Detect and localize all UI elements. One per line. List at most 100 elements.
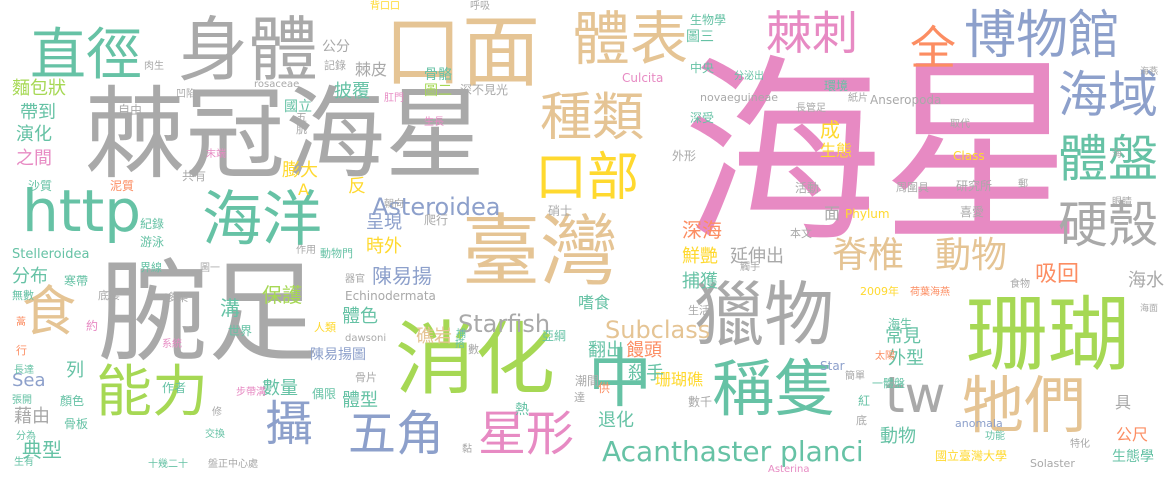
word-cheng: 成: [820, 120, 840, 140]
word-zuozhe: 作者: [162, 382, 186, 394]
word-lie: 列: [66, 362, 84, 380]
word-nengli: 能力: [96, 365, 208, 421]
word-ji: 肌: [296, 124, 307, 135]
word-novaeguineae: novaeguineae: [700, 92, 778, 103]
word-daidao: 帶到: [20, 104, 56, 122]
word-shenbujianguang: 深不見光: [460, 84, 508, 96]
word-hai: 海: [1112, 150, 1122, 160]
word-shengtaixue: 生態學: [1112, 450, 1154, 464]
word-shishi: 嗜食: [578, 295, 610, 311]
word-wu: 五: [296, 112, 307, 123]
word-she: 攝: [265, 400, 313, 448]
word-chengxian: 呈現: [366, 214, 402, 232]
word-jiaohuan: 交換: [205, 430, 225, 440]
word-fan: 反: [348, 178, 366, 196]
word-moduan: 末端: [206, 150, 226, 160]
word-nizhi: 泥質: [110, 180, 134, 192]
word-shengzhang: 生長: [424, 118, 444, 128]
word-duoyang: 多樂: [166, 292, 188, 303]
word-yitipan: 一體盤: [872, 378, 905, 389]
word-shiwu: 食物: [1010, 280, 1030, 290]
word-yanjing: 眼睛: [1112, 198, 1132, 208]
word-chenyiyang: 陳易揚: [372, 266, 432, 286]
word-shanhu: 珊瑚: [966, 295, 1130, 377]
word-rousheng: 肉生: [144, 62, 164, 72]
word-chaoxiang: 朝向: [384, 200, 404, 210]
word-youyong: 游泳: [140, 236, 164, 248]
word-dongwu: 動物: [935, 238, 1007, 274]
word-shenshou: 深受: [690, 112, 714, 124]
word-changda: 長達: [14, 366, 34, 376]
word-tuihua: 退化: [598, 412, 634, 430]
word-wanzu: 腕足: [98, 258, 318, 368]
word-tehua: 特化: [1070, 440, 1090, 450]
word-yingke: 硬殼: [1058, 200, 1158, 250]
word-chenyiyangtu: 陳易揚圖: [310, 348, 366, 362]
word-gangmen: 肛門: [384, 94, 404, 104]
word-haimian: 海面: [1140, 305, 1158, 314]
word-huxi: 呼吸: [470, 2, 490, 12]
word-jizhui: 脊椎: [832, 238, 904, 274]
word-gou: 溝: [220, 298, 240, 318]
word-di: 底: [856, 415, 867, 426]
word-yue: 約: [86, 320, 98, 332]
word-asterina: Asterina: [768, 465, 809, 475]
word-xiai: 喜愛: [960, 206, 984, 218]
word-pifu: 披覆: [334, 83, 370, 101]
word-shijiershi: 十幾二十: [148, 460, 188, 470]
word-paxing: 爬行: [424, 214, 448, 226]
word-yanjiusuo: 研究所: [956, 180, 992, 192]
word-mian: 面: [824, 206, 840, 222]
word-koumian: 口面: [384, 14, 540, 92]
word-ju: 具: [1115, 395, 1131, 411]
word-solaster: Solaster: [1030, 458, 1075, 469]
word-jieyou: 藉由: [14, 408, 50, 426]
word-you: 郵: [1018, 180, 1028, 190]
word-jiaoyan: 礁岩: [416, 328, 452, 346]
word-da2: 搭: [455, 340, 465, 350]
word-jiandan: 簡單: [845, 372, 865, 382]
word-chushou: 觸手: [740, 263, 760, 273]
word-mantou: 饅頭: [626, 342, 662, 360]
word-waixing2: 外形: [672, 150, 696, 162]
word-fenmichu: 分泌出: [734, 72, 764, 82]
word-gongchi: 公尺: [1116, 427, 1148, 443]
word-acanthaster: Acanthaster planci: [602, 438, 864, 466]
word-shijie: 世界: [228, 325, 252, 337]
word-quan: 全: [910, 25, 956, 71]
word-tuyi: 圖一: [200, 264, 220, 274]
word-haiyan: 海燕: [1140, 68, 1158, 77]
word-haiyang: 海洋: [202, 190, 322, 250]
word-star: Star: [820, 360, 845, 372]
word-qudai: 取代: [950, 120, 970, 130]
word-shengtai: 生態: [820, 143, 852, 159]
word-fenwei: 分為: [16, 432, 36, 442]
word-gongneng: 功能: [985, 432, 1005, 442]
word-zhipian: 紙片: [848, 94, 868, 104]
word-culcita: Culcita: [622, 72, 663, 84]
word-beikoukou: 背口口: [370, 2, 400, 12]
word-handai: 寒帶: [64, 275, 88, 287]
word-huanjing: 環境: [824, 80, 848, 92]
word-tixing: 體型: [342, 392, 378, 410]
word-ouxian: 偶限: [312, 388, 336, 400]
word-haiyu: 海域: [1058, 70, 1158, 120]
word-fanchu: 翻出: [588, 342, 624, 360]
word-hong: 紅: [858, 395, 870, 407]
word-haixing: 海星: [682, 55, 1082, 255]
word-buhuo: 捕獲: [682, 273, 718, 291]
word-shuqian: 數千: [688, 396, 712, 408]
word-anseropoda: Anseropoda: [870, 94, 941, 106]
word-zhongyang: 中央: [690, 62, 714, 74]
word-shiwai: 時外: [366, 238, 402, 256]
word-zhijing: 直徑: [30, 28, 142, 84]
word-budaigou: 步帶溝: [236, 388, 266, 398]
word-chenzhi: 稱隻: [712, 358, 836, 420]
word-a: A: [298, 182, 309, 198]
word-shengwuxue: 生物學: [690, 14, 726, 26]
word-haishui: 海水: [1128, 272, 1164, 290]
word-jiexian: 界線: [140, 262, 162, 273]
word-nian: 黏: [462, 445, 472, 455]
word-diqi: 底棲: [98, 290, 120, 301]
word-renlei: 人類: [314, 322, 336, 333]
